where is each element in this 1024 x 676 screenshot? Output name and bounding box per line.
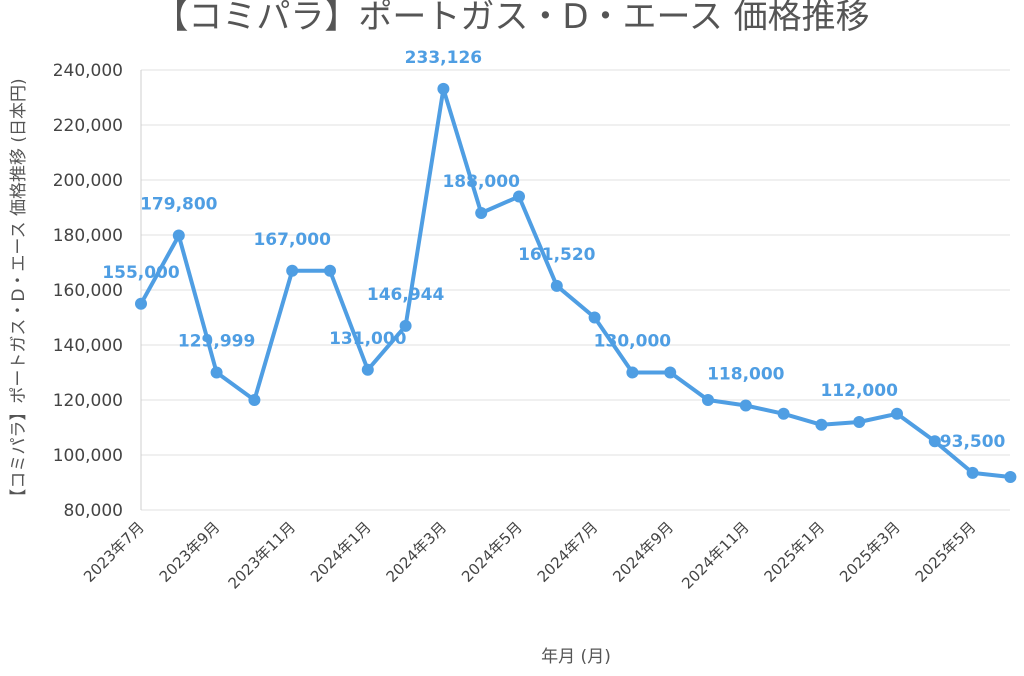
- data-point: [513, 190, 525, 203]
- y-tick-label: 160,000: [53, 281, 123, 301]
- x-tick-label: 2024年11月: [678, 518, 752, 592]
- y-tick-label: 240,000: [53, 61, 123, 81]
- data-point: [664, 366, 677, 379]
- data-point: [324, 264, 336, 277]
- data-point: [437, 82, 450, 95]
- y-tick-labels: 80,000 100,000 120,000 140,000 160,000 180,00…: [53, 61, 123, 521]
- data-point: [361, 363, 374, 376]
- y-tick-label: 100,000: [53, 446, 123, 466]
- y-tick-label: 120,000: [53, 391, 123, 411]
- data-label: 118,000: [707, 365, 785, 385]
- data-label: 188,000: [442, 172, 520, 192]
- data-label: 146,944: [367, 285, 445, 305]
- y-tick-label: 200,000: [53, 171, 123, 191]
- data-point: [1004, 471, 1017, 483]
- data-label: 161,520: [518, 245, 596, 265]
- x-tick-label: 2023年11月: [225, 518, 299, 592]
- data-point: [702, 394, 714, 406]
- chart-title: 【コミパラ】ポートガス・D・エース 価格推移: [154, 0, 869, 37]
- data-point: [739, 399, 752, 412]
- data-label: 130,000: [594, 332, 672, 352]
- x-tick-label: 2023年9月: [156, 518, 224, 586]
- y-tick-label: 180,000: [53, 226, 123, 246]
- x-tick-label: 2024年9月: [609, 518, 677, 586]
- data-point: [966, 466, 979, 479]
- data-point: [399, 319, 412, 332]
- x-tick-label: 2024年5月: [458, 518, 526, 586]
- data-point: [286, 264, 299, 277]
- data-label: 112,000: [820, 381, 898, 401]
- x-tick-label: 2025年5月: [912, 518, 980, 586]
- y-axis-label: 【コミパラ】ポートガス・D・エース 価格推移 (日本円): [9, 78, 29, 505]
- y-tick-label: 140,000: [53, 336, 123, 356]
- x-tick-labels: 2023年7月 2023年9月 2023年11月 2024年1月 2024年3月 2024…: [80, 518, 979, 592]
- data-point: [550, 279, 563, 292]
- data-label: 233,126: [405, 48, 482, 68]
- data-label: 129,999: [178, 332, 255, 352]
- x-tick-label: 2024年1月: [307, 518, 375, 586]
- series-layer: [135, 82, 1017, 483]
- data-point: [928, 435, 941, 448]
- data-label: 155,000: [102, 263, 180, 283]
- data-point: [815, 418, 828, 431]
- x-axis-label: 年月 (月): [541, 647, 611, 667]
- data-point: [475, 207, 488, 219]
- x-tick-label: 2024年3月: [383, 518, 451, 586]
- data-label: 179,800: [140, 195, 218, 215]
- data-point: [853, 416, 866, 428]
- data-label: 167,000: [253, 230, 331, 250]
- data-point: [777, 407, 790, 420]
- data-point: [891, 407, 903, 420]
- data-point: [626, 366, 639, 379]
- x-tick-label: 2024年7月: [534, 518, 602, 586]
- series-line: [139, 86, 1013, 479]
- x-tick-label: 2025年3月: [836, 518, 904, 586]
- y-tick-label: 80,000: [64, 501, 123, 521]
- data-label: 93,500: [940, 432, 1006, 452]
- data-point: [135, 297, 147, 310]
- grid-lines: [140, 69, 1010, 511]
- data-point: [172, 229, 185, 242]
- x-tick-label: 2025年1月: [761, 518, 829, 586]
- data-point: [248, 394, 261, 406]
- y-tick-label: 220,000: [53, 116, 123, 136]
- data-point: [210, 366, 223, 379]
- data-labels: 155,000 179,800 129,999 167,000 131,000 146,9…: [102, 48, 1005, 452]
- data-point: [588, 311, 601, 324]
- x-tick-label: 2023年7月: [80, 518, 148, 586]
- data-label: 131,000: [329, 329, 407, 349]
